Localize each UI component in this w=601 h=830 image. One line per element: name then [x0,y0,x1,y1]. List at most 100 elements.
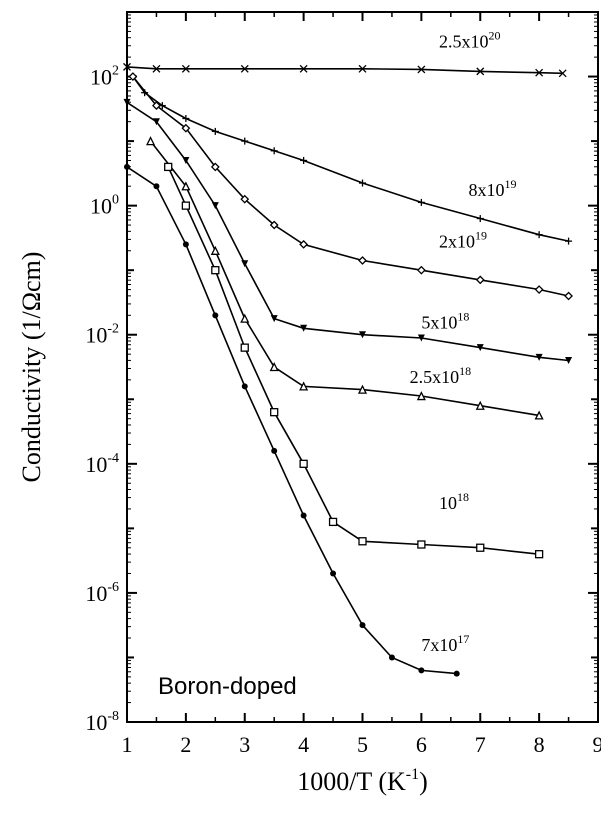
data-point [241,260,249,268]
data-point [211,202,219,210]
series-line [126,101,569,362]
y-tick-label: 100 [90,193,119,219]
series-4 [123,98,573,365]
data-point [534,285,544,294]
data-point [357,384,368,394]
series-line [126,166,457,675]
data-point [241,137,249,145]
data-point-stroke [476,67,485,76]
data-point-stroke [299,64,308,73]
data-point [270,315,278,323]
data-point [240,194,250,204]
data-point [182,156,190,164]
series-label: 2x1019 [439,229,487,252]
plot-frame [126,11,599,723]
series-layer [123,62,573,677]
data-point [418,667,425,674]
data-point [358,64,367,73]
labels-layer: 1 2 3 4 5 6 7 8 9 102 100 10-2 10-4 10-6 10-8 1000/T (K… [17,29,601,797]
data-point [181,64,190,73]
data-point [240,343,249,352]
data-point [123,98,131,106]
data-point [152,101,161,111]
data-point [210,245,220,255]
x-tick-label: 2 [180,732,191,757]
data-point [128,72,138,81]
data-point [417,198,425,206]
data-point-stroke [181,64,190,73]
data-point [416,391,426,401]
data-point [564,291,573,301]
x-tick-label: 5 [357,732,368,757]
x-tick-label: 1 [122,732,133,757]
data-point [240,64,249,73]
data-point [270,408,279,417]
y-tick-label: 10-6 [85,580,119,606]
data-point [330,570,337,577]
series-line [149,140,540,417]
data-point [476,543,485,552]
series-line [167,166,540,555]
data-point [300,156,308,164]
data-point [476,215,484,223]
data-point [565,237,573,245]
series-label: 7x1017 [421,632,469,655]
data-point [145,136,156,146]
data-point [475,400,485,410]
data-point [124,163,130,170]
data-point [358,256,367,265]
data-point [299,239,309,249]
data-point [153,183,160,190]
series-5 [145,136,544,420]
y-tick-label: 102 [90,64,119,90]
data-point [416,265,426,275]
data-point [328,517,338,527]
data-point-stroke [558,69,567,78]
data-point [269,220,279,230]
data-point [300,512,307,519]
y-tick-label: 10-8 [85,709,119,735]
data-point [453,670,460,677]
axes-frame [126,11,599,723]
data-point [270,147,278,155]
x-tick-label: 4 [298,732,309,757]
data-point [476,344,484,352]
data-point [359,622,366,629]
data-point [241,383,248,390]
series-line [126,66,563,75]
data-point [299,64,308,73]
y-tick-label: 10-4 [85,451,119,477]
data-point [359,331,366,339]
data-point [534,410,544,420]
data-point [565,357,573,365]
data-point-stroke [417,65,426,74]
data-point-stroke [358,64,367,73]
data-point-stroke [535,68,544,77]
series-label: 8x1019 [468,177,516,200]
data-point [181,181,191,191]
series-7 [124,163,460,677]
y-axis-title: Conductivity (1/Ωcm) [17,252,46,483]
boron-doped-annotation: Boron-doped [158,673,297,700]
x-axis-title: 1000/T (K-1) [297,766,428,796]
x-tick-label: 9 [593,732,601,757]
data-point [210,162,220,172]
data-point [182,241,189,248]
series-line [132,76,569,242]
series-2 [129,73,573,245]
series-3 [128,72,573,301]
data-point-stroke [123,62,131,71]
series-6 [164,162,544,559]
series-1 [123,62,567,78]
series-label: 2.5x1020 [439,29,501,52]
data-point [152,64,161,73]
series-line [132,75,569,297]
data-point [123,62,131,71]
data-point [212,312,219,319]
data-point [211,266,220,275]
data-point [476,67,485,76]
data-point [300,324,308,332]
data-point [535,68,544,77]
data-point [181,123,191,133]
